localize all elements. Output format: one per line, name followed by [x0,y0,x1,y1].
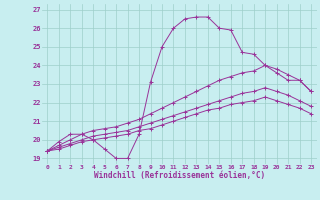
X-axis label: Windchill (Refroidissement éolien,°C): Windchill (Refroidissement éolien,°C) [94,171,265,180]
